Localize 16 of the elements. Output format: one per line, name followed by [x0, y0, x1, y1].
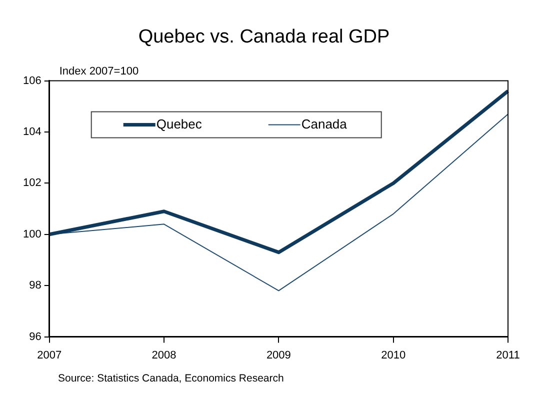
y-tick-label: 98	[29, 280, 42, 292]
source-note: Source: Statistics Canada, Economics Research	[58, 372, 284, 385]
x-tick-label: 2011	[496, 349, 520, 362]
legend-label: Canada	[301, 116, 348, 132]
y-tick-label: 104	[22, 126, 42, 138]
y-tick-label: 96	[29, 330, 42, 343]
y-tick-label: 100	[22, 228, 42, 240]
x-tick-label: 2010	[381, 349, 406, 362]
legend-label: Quebec	[156, 116, 202, 132]
y-tick-label: 102	[22, 177, 42, 190]
chart-title: Quebec vs. Canada real GDP	[138, 26, 390, 48]
y-tick-label: 106	[22, 74, 42, 87]
y-axis-title: Index 2007=100	[59, 65, 139, 78]
x-tick-label: 2007	[37, 349, 62, 362]
x-tick-label: 2008	[152, 349, 176, 362]
x-tick-label: 2009	[266, 349, 291, 362]
